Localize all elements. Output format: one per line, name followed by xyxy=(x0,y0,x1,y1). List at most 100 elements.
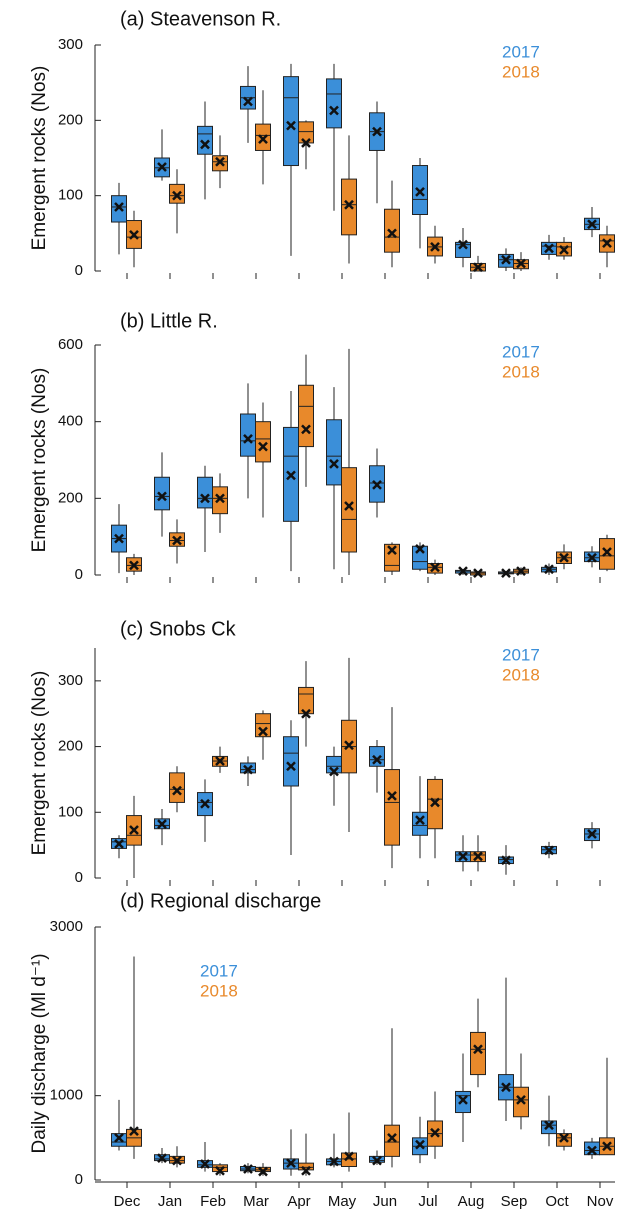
mean-marker xyxy=(301,138,311,148)
mean-marker xyxy=(559,552,569,563)
box xyxy=(470,1031,486,1076)
x-tick-label: Sep xyxy=(501,1193,528,1210)
mean-marker xyxy=(114,1132,124,1143)
x-tick-label: Jul xyxy=(418,1193,437,1210)
legend-label: 2017 xyxy=(200,961,238,980)
legend-label: 2017 xyxy=(502,342,540,361)
mean-marker xyxy=(544,564,554,575)
mean-marker xyxy=(602,1141,612,1152)
box xyxy=(283,76,299,167)
mean-marker xyxy=(157,1153,167,1163)
x-tick-label: Apr xyxy=(287,1193,310,1210)
mean-marker xyxy=(430,562,440,573)
mean-marker xyxy=(473,262,483,273)
mean-marker xyxy=(215,1165,225,1176)
box xyxy=(384,769,400,846)
box xyxy=(197,476,213,509)
box xyxy=(412,811,428,836)
mean-marker xyxy=(301,1165,311,1176)
y-tick-label: 300 xyxy=(58,36,83,53)
mean-marker xyxy=(372,754,382,765)
mean-marker xyxy=(473,568,483,578)
mean-marker xyxy=(559,1132,569,1143)
panel-title: (c) Snobs Ck xyxy=(120,618,237,640)
mean-marker xyxy=(430,797,440,808)
mean-marker xyxy=(172,1155,182,1166)
y-axis-label: Emergent rocks (Nos) xyxy=(29,671,50,856)
box xyxy=(197,125,213,155)
box xyxy=(384,1124,400,1157)
mean-marker xyxy=(501,568,511,578)
y-tick-label: 1000 xyxy=(50,1087,83,1104)
y-tick-label: 300 xyxy=(58,672,83,689)
mean-marker xyxy=(516,258,526,269)
mean-marker xyxy=(243,1164,253,1174)
mean-marker xyxy=(129,229,139,240)
box xyxy=(326,78,342,129)
mean-marker xyxy=(286,761,296,772)
legend-label: 2017 xyxy=(502,42,540,61)
mean-marker xyxy=(372,126,382,137)
mean-marker xyxy=(258,726,268,737)
y-axis-label: Daily discharge (Ml d⁻¹) xyxy=(29,953,50,1153)
mean-marker xyxy=(602,238,612,249)
mean-marker xyxy=(258,1166,268,1177)
mean-marker xyxy=(301,424,311,435)
x-tick-label: Mar xyxy=(243,1193,269,1210)
mean-marker xyxy=(415,544,425,554)
mean-marker xyxy=(501,1082,511,1093)
y-axis-label: Emergent rocks (Nos) xyxy=(29,66,50,251)
mean-marker xyxy=(344,501,354,511)
x-tick-label: Oct xyxy=(545,1193,569,1210)
x-tick-label: Nov xyxy=(587,1193,614,1210)
mean-marker xyxy=(458,1094,468,1105)
mean-marker xyxy=(473,851,483,862)
box xyxy=(169,772,185,803)
box xyxy=(255,713,271,738)
mean-marker xyxy=(286,120,296,131)
y-tick-label: 100 xyxy=(58,803,83,820)
mean-marker xyxy=(458,239,468,250)
y-axis-label: Emergent rocks (Nos) xyxy=(29,368,50,553)
mean-marker xyxy=(473,1044,483,1055)
mean-marker xyxy=(286,1158,296,1169)
box xyxy=(412,165,428,216)
mean-marker xyxy=(602,547,612,557)
box xyxy=(283,736,299,787)
mean-marker xyxy=(516,1094,526,1105)
legend-label: 2017 xyxy=(502,645,540,664)
box xyxy=(111,195,127,223)
x-tick-label: Jun xyxy=(373,1193,397,1210)
y-tick-label: 0 xyxy=(75,566,83,583)
x-tick-label: Dec xyxy=(114,1193,141,1210)
mean-marker xyxy=(415,815,425,826)
mean-marker xyxy=(157,491,167,502)
mean-marker xyxy=(587,829,597,839)
x-tick-label: Jan xyxy=(158,1193,182,1210)
legend-label: 2018 xyxy=(502,362,540,381)
x-tick-label: May xyxy=(328,1193,357,1210)
mean-marker xyxy=(172,535,182,546)
box xyxy=(584,1141,600,1156)
legend-label: 2018 xyxy=(502,665,540,684)
box xyxy=(298,686,314,715)
panel-title: (a) Steavenson R. xyxy=(120,8,281,30)
mean-marker xyxy=(200,493,210,504)
y-tick-label: 200 xyxy=(58,111,83,128)
mean-marker xyxy=(344,199,354,210)
mean-marker xyxy=(387,790,397,801)
mean-marker xyxy=(200,798,210,809)
mean-marker xyxy=(243,764,253,775)
mean-marker xyxy=(544,845,554,856)
mean-marker xyxy=(544,1120,554,1131)
mean-marker xyxy=(172,785,182,796)
mean-marker xyxy=(329,458,339,469)
mean-marker xyxy=(329,766,339,777)
mean-marker xyxy=(372,1155,382,1166)
mean-marker xyxy=(387,545,397,555)
mean-marker xyxy=(501,855,511,866)
mean-marker xyxy=(458,851,468,862)
box xyxy=(298,121,314,144)
panel-title: (b) Little R. xyxy=(120,310,218,332)
